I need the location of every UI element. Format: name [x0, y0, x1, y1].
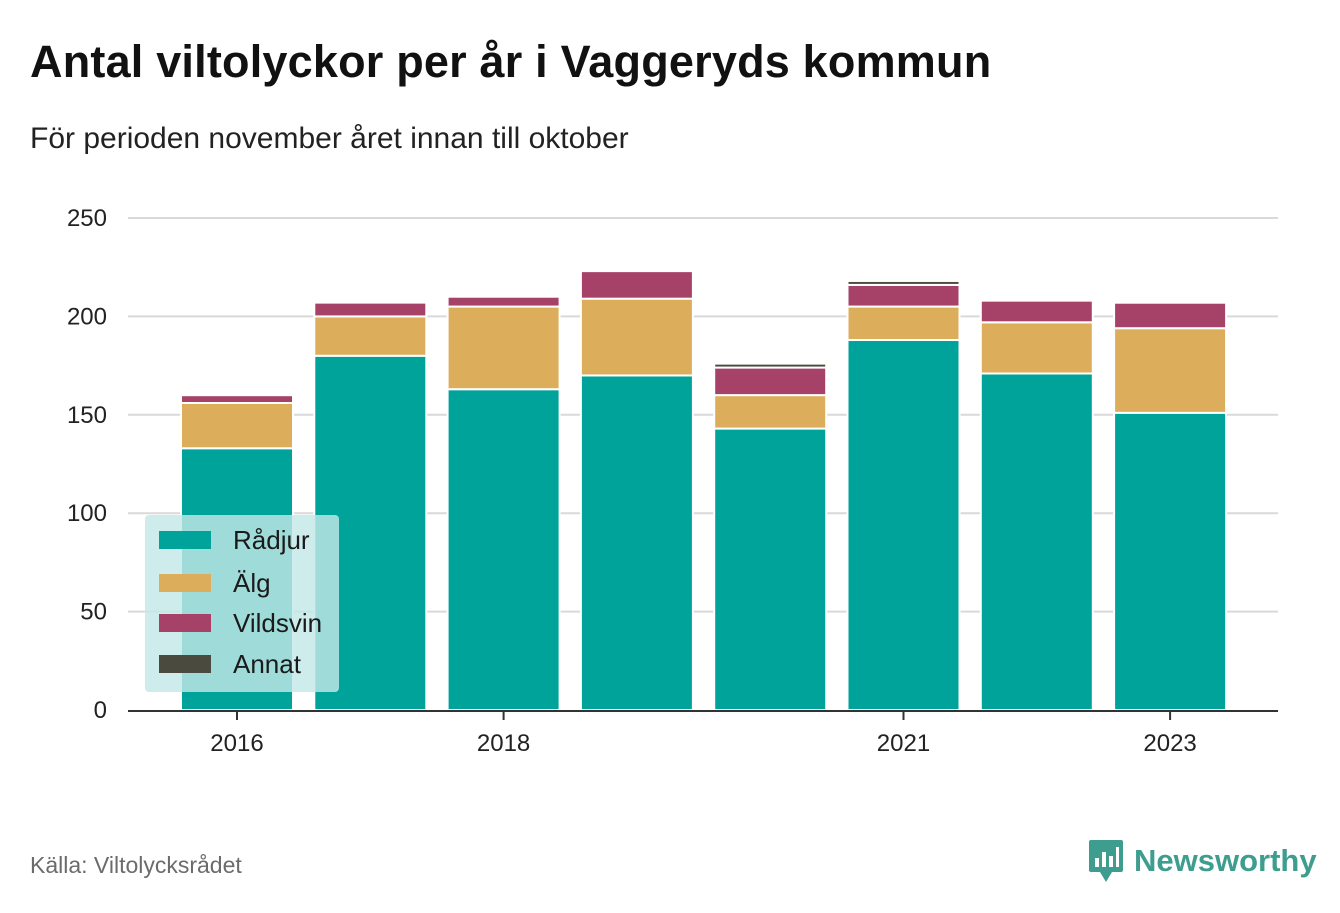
legend-item: Älg: [159, 568, 271, 598]
bar-segment-annat: [180, 392, 294, 397]
legend-swatch: [159, 574, 211, 592]
brand-logo: Newsworthy: [1088, 838, 1317, 884]
legend-item: Rådjur: [159, 525, 310, 555]
bar-segment-älg: [713, 394, 828, 430]
legend-item: Vildsvin: [159, 608, 322, 638]
bar-segment-älg: [313, 315, 428, 357]
bar-segment-älg: [979, 321, 1094, 375]
legend-label: Älg: [233, 567, 271, 598]
bar-segment-vildsvin: [446, 295, 561, 308]
bar-segment-vildsvin: [1113, 301, 1228, 330]
bar-segment-annat: [713, 362, 828, 369]
y-tick-label: 50: [80, 599, 107, 626]
bar-segment-älg: [446, 305, 561, 391]
bar-segment-älg: [846, 305, 961, 342]
x-tick-label: 2021: [877, 730, 930, 757]
bar-segment-rådjur: [446, 388, 561, 711]
chart-subtitle: För perioden november året innan till ok…: [30, 122, 629, 155]
chart-title: Antal viltolyckor per år i Vaggeryds kom…: [30, 36, 992, 87]
bar-segment-annat: [1113, 299, 1228, 304]
bar-segment-vildsvin: [313, 301, 428, 318]
y-axis: 0 50 100 150 200 250: [67, 205, 107, 724]
bar-segment-rådjur: [979, 372, 1094, 711]
bar-segment-vildsvin: [846, 283, 961, 308]
brand-name: Newsworthy: [1134, 843, 1317, 878]
x-tick-label: 2016: [210, 730, 263, 757]
bar-segment-rådjur: [579, 374, 694, 711]
x-axis: 2016 2018 2021 2023: [128, 710, 1278, 757]
source-note: Källa: Viltolycksrådet: [30, 852, 242, 878]
legend-label: Vildsvin: [233, 607, 323, 638]
legend-label: Annat: [233, 648, 301, 679]
bar-segment-rådjur: [846, 339, 961, 711]
bar-segment-rådjur: [1113, 411, 1228, 711]
x-tick-label: 2023: [1143, 730, 1196, 757]
bar-segment-älg: [180, 401, 294, 450]
legend-label: Rådjur: [233, 524, 310, 555]
y-tick-label: 100: [67, 500, 107, 527]
bar-segment-vildsvin: [979, 299, 1094, 324]
bar-segment-vildsvin: [579, 270, 694, 300]
legend: Rådjur Älg Vildsvin Annat: [145, 515, 339, 692]
bar-segment-annat: [846, 279, 961, 286]
bar-segment-vildsvin: [180, 394, 294, 404]
legend-swatch: [159, 655, 211, 673]
bar-segment-rådjur: [713, 427, 828, 711]
y-tick-label: 0: [94, 697, 107, 724]
legend-item: Annat: [159, 649, 301, 679]
y-tick-label: 200: [67, 303, 107, 330]
bar-segment-älg: [1113, 327, 1228, 414]
bar-segment-älg: [579, 297, 694, 377]
bar-segment-vildsvin: [713, 366, 828, 397]
y-tick-label: 250: [67, 205, 107, 232]
legend-swatch: [159, 531, 211, 549]
y-tick-label: 150: [67, 402, 107, 429]
legend-swatch: [159, 614, 211, 632]
x-tick-label: 2018: [477, 730, 530, 757]
newsworthy-logo-icon: [1089, 840, 1123, 882]
